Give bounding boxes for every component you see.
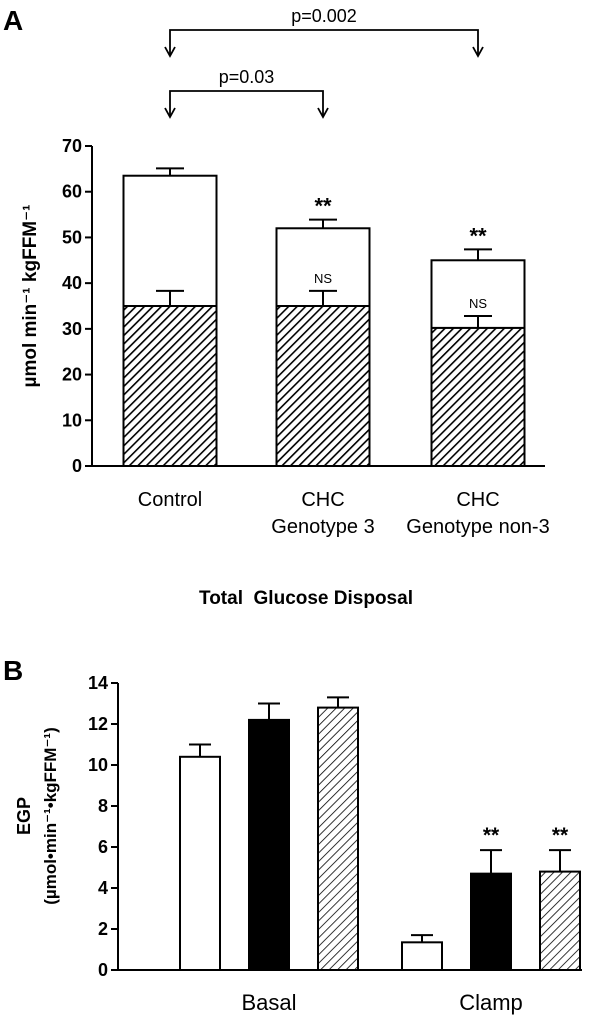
significance-marker: ** [552, 824, 569, 847]
panel-a-y-tick-label: 50 [62, 227, 82, 247]
panel-a-bars [122, 167, 526, 468]
x-tick-label-line: Control [138, 489, 202, 511]
comparison-bracket [169, 90, 324, 117]
comparison-arrowhead [164, 107, 176, 119]
x-tick-label-line: Genotype non-3 [406, 516, 549, 538]
comparison-p-value: p=0.002 [291, 6, 357, 26]
x-tick-label: Clamp [459, 990, 523, 1015]
panel-a-y-tick-label: 10 [62, 410, 82, 430]
panel-b-y-tick-label: 6 [98, 837, 108, 857]
comparison-arrowhead [317, 107, 329, 119]
panel-b-y-tick-label: 2 [98, 919, 108, 939]
panel-a-y-tick-label: 70 [62, 136, 82, 156]
significance-marker: ** [483, 824, 500, 847]
panel-b-y-tick-label: 10 [88, 755, 108, 775]
x-tick-label: CHC Genotype non-3 [406, 489, 549, 538]
panel-b-y-tick-label: 12 [88, 714, 108, 734]
comparison-arrowhead [472, 46, 484, 58]
panel-b-bars [179, 696, 581, 972]
x-tick-label: CHC Genotype 3 [271, 489, 374, 538]
panel-b-y-tick-label: 4 [98, 878, 108, 898]
panel-b-y-tick-label: 0 [98, 960, 108, 980]
bar-open [179, 755, 221, 971]
ns-label: NS [314, 271, 332, 286]
bar-solid [470, 872, 512, 972]
significance-marker: ** [469, 223, 487, 248]
comparison-p-value: p=0.03 [219, 67, 275, 87]
panel-a-letter: A [3, 5, 23, 36]
panel-b-x-tick-labels: Basal Clamp [241, 990, 522, 1015]
bar-hatched-component [430, 326, 526, 468]
x-tick-label: Control [138, 489, 202, 511]
x-tick-label-line: CHC [301, 489, 344, 511]
x-tick-label-line: CHC [456, 489, 499, 511]
panel-a-y-tick-label: 60 [62, 182, 82, 202]
bar-hatched-component [275, 305, 371, 467]
panel-a-y-tick-label: 30 [62, 319, 82, 339]
panel-b-y-tick-label: 8 [98, 796, 108, 816]
panel-b-letter: B [3, 655, 23, 686]
bar-hatched-component [122, 305, 218, 467]
panel-a-y-tick-label: 0 [72, 456, 82, 476]
bar-total-glucose-disposal [122, 174, 218, 307]
comparison-bracket [169, 29, 479, 56]
panel-a-chart-title: Total Glucose Disposal [199, 588, 413, 609]
panel-a-x-tick-labels: Control CHC Genotype 3 CHC Genotype non-3 [138, 489, 550, 538]
panel-b-y-axis-label-units: (µmol•min⁻¹•kgFFM⁻¹) [41, 727, 60, 905]
panel-b-chart: B 0 2 4 6 8 10 12 14 ** ** Basal Clamp EGP (µmol•… [3, 655, 582, 1015]
x-tick-label-line: Genotype 3 [271, 516, 374, 538]
comparison-arrowhead [164, 46, 176, 58]
panel-a-y-tick-label: 40 [62, 273, 82, 293]
bar-hatched [539, 870, 581, 971]
bar-open [401, 941, 443, 972]
panel-a-y-axis-label: µmol min⁻¹ kgFFM⁻¹ [20, 205, 41, 388]
bar-solid [248, 718, 290, 972]
panel-a-y-tick-label: 20 [62, 365, 82, 385]
x-tick-label: Basal [241, 990, 296, 1015]
panel-a-annotations: ** NS ** NS p=0.002 p=0.03 [164, 6, 487, 311]
ns-label: NS [469, 296, 487, 311]
bar-hatched [317, 706, 359, 971]
significance-marker: ** [314, 194, 332, 219]
panel-b-y-axis-label-main: EGP [14, 797, 34, 835]
panel-b-annotations: ** ** [483, 824, 569, 847]
panel-b-y-tick-label: 14 [88, 673, 108, 693]
